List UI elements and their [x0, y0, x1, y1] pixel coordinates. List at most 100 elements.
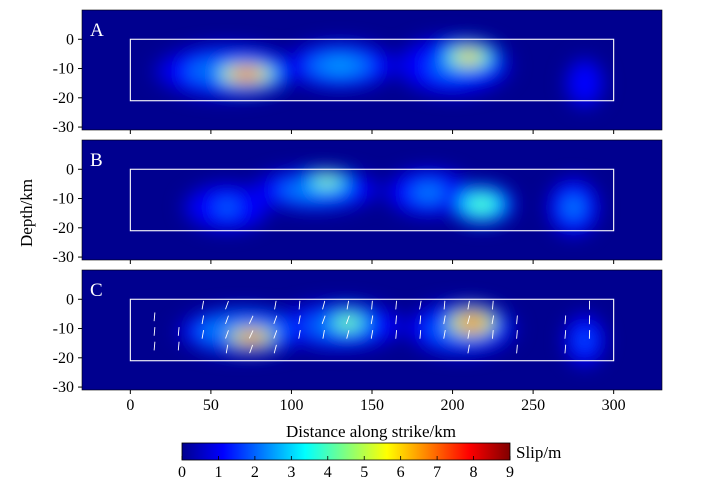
slip-patch [315, 305, 381, 341]
slip-vector [201, 330, 204, 339]
y-tick-label: -10 [53, 321, 74, 338]
slip-patch [297, 169, 356, 193]
slip-vector [467, 300, 470, 310]
slip-vector [273, 315, 278, 324]
slip-vector [153, 312, 156, 322]
slip-vector [346, 330, 350, 339]
panel-label: B [90, 150, 103, 171]
colorbar-tick-label: 0 [178, 464, 186, 481]
y-tick-label: -10 [53, 191, 74, 208]
x-tick-label: 250 [521, 397, 545, 414]
x-tick-label: 150 [360, 397, 384, 414]
slip-vector [443, 330, 446, 339]
slip-vector [201, 300, 204, 310]
slip-vector [346, 315, 350, 324]
slip-vectors [153, 300, 591, 354]
fault-plane-outline [129, 298, 615, 362]
panel-c: C [81, 269, 663, 391]
slip-vector [225, 315, 229, 324]
slip-vector [298, 330, 301, 339]
slip-vector [370, 315, 374, 325]
slip-vector [273, 330, 278, 339]
slip-vector [492, 300, 494, 310]
slip-vector [249, 330, 254, 339]
slip-patch [544, 175, 603, 240]
y-tick-label: -30 [53, 379, 74, 396]
y-tick-label: 0 [66, 161, 74, 178]
slip-vector [443, 315, 446, 325]
panel-a: A [81, 9, 663, 131]
slip-vector [322, 300, 326, 310]
slip-vector [516, 329, 518, 339]
colorbar-tick-label: 1 [214, 464, 222, 481]
slip-vector [467, 315, 471, 325]
slip-vector [443, 300, 446, 310]
slip-vector [153, 327, 156, 336]
slip-vector [177, 327, 180, 336]
x-ticks-layer: 0 50 100 150 200 250 300 [126, 130, 626, 414]
x-tick-label: 200 [441, 397, 465, 414]
colorbar: 0 1 2 3 4 5 6 7 8 9 Slip/m [178, 442, 561, 481]
x-axis-title: Distance along strike/km [286, 422, 456, 441]
panel-label: C [90, 280, 103, 301]
colorbar-tick-label: 7 [433, 464, 441, 481]
slip-patch [433, 39, 505, 75]
x-tick-label: 50 [203, 397, 219, 414]
slip-vector [225, 300, 229, 310]
y-ticks-layer: 0 -10 -20 -30 0 -10 -20 -30 0 -10 -20 -30 [53, 31, 82, 396]
slip-vector [298, 315, 301, 325]
y-tick-label: -20 [53, 220, 74, 237]
slip-vector [273, 344, 277, 354]
x-tick-label: 100 [279, 397, 303, 414]
x-tick-label: 0 [126, 397, 134, 414]
colorbar-tick-label: 9 [506, 464, 514, 481]
slip-vector [321, 315, 326, 324]
y-tick-label: 0 [66, 291, 74, 308]
fault-plane-outline [129, 168, 615, 232]
slip-vector [346, 300, 349, 310]
slip-vector [249, 344, 253, 354]
y-axis-title: Depth/km [17, 179, 36, 247]
colorbar-tick-label: 5 [360, 464, 368, 481]
slip-vector [516, 344, 518, 354]
slip-vector [564, 329, 567, 339]
slip-patch [436, 302, 508, 344]
colorbar-tick-label: 3 [287, 464, 295, 481]
y-tick-label: -20 [53, 350, 74, 367]
slip-vector [201, 315, 204, 325]
slip-vector [249, 315, 254, 324]
slip-vector [322, 330, 325, 339]
slip-vector [564, 315, 567, 325]
panel-b: B [81, 139, 663, 261]
colorbar-tick-label: 6 [397, 464, 405, 481]
slip-vector [225, 330, 229, 339]
slip-patch [215, 322, 287, 352]
slip-vector [419, 315, 422, 325]
slip-vector [298, 300, 301, 310]
slip-vector [467, 330, 470, 339]
slip-patch [562, 53, 608, 113]
colorbar-tick-label: 4 [324, 464, 332, 481]
y-tick-label: 0 [66, 31, 74, 48]
colorbar-ticks: 0 1 2 3 4 5 6 7 8 9 [178, 456, 514, 481]
slip-vector [395, 300, 397, 310]
y-tick-label: -30 [53, 249, 74, 266]
slip-vector [177, 341, 180, 351]
slip-vector [516, 315, 518, 325]
slip-vector [564, 344, 567, 354]
slip-vector [492, 329, 494, 339]
slip-vector [371, 300, 373, 310]
colorbar-gradient [181, 442, 511, 461]
x-tick-label: 300 [602, 397, 626, 414]
colorbar-label: Slip/m [516, 443, 561, 462]
slip-patch [442, 180, 521, 228]
slip-patch [562, 310, 608, 370]
slip-patch [275, 39, 405, 92]
slip-patch [201, 56, 292, 92]
colorbar-tick-label: 8 [470, 464, 478, 481]
slip-vector [153, 341, 156, 351]
slip-vector [274, 300, 277, 310]
y-tick-label: -10 [53, 61, 74, 78]
slip-vector [395, 329, 397, 339]
slip-vector [491, 315, 494, 325]
